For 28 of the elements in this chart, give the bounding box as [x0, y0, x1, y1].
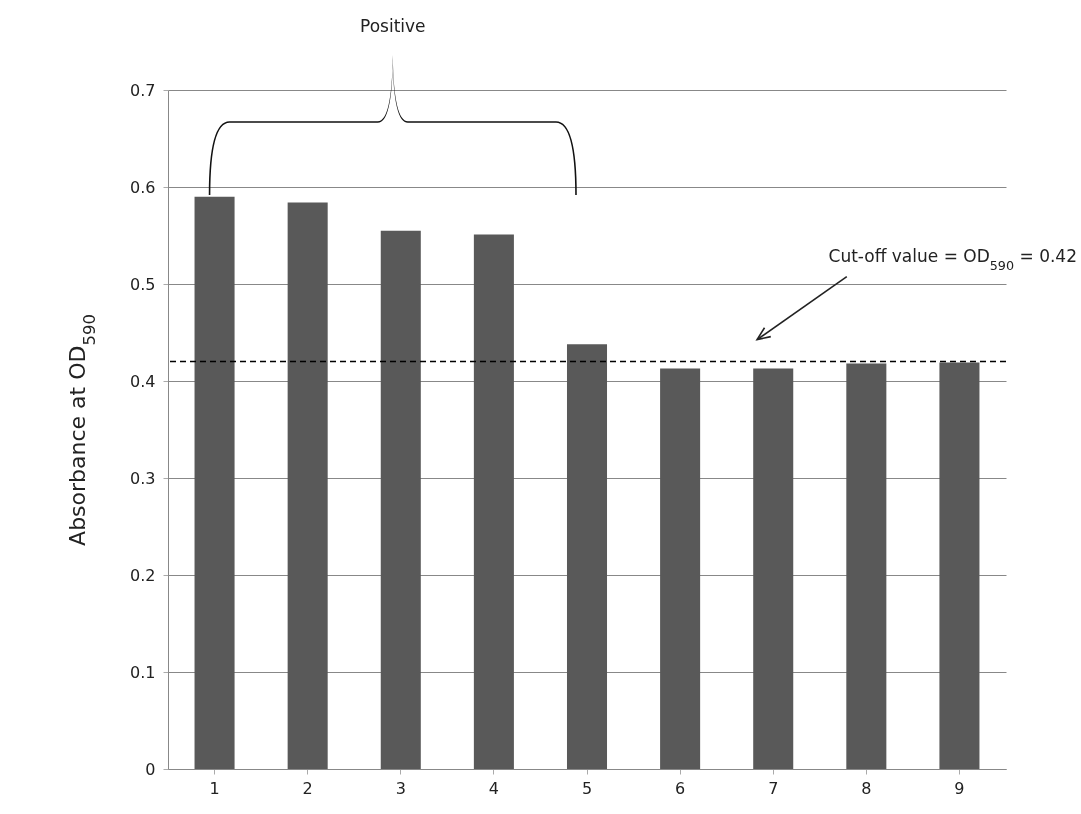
text: Positive [360, 16, 426, 36]
bar [380, 230, 421, 769]
x-tick-label: 7 [768, 778, 779, 798]
y-tick-label: 0.2 [130, 565, 156, 585]
x-tick-label: 8 [861, 778, 872, 798]
ref-line-label: Cut-off value = OD$_{590}$ = 0.42 [828, 245, 1077, 273]
bar [753, 368, 794, 769]
x-tick-label: 4 [488, 778, 499, 798]
x-tick-label: 9 [954, 778, 965, 798]
y-tick-label: 0.4 [130, 371, 156, 391]
y-tick-label: 0 [145, 759, 156, 779]
y-tick-label: 0.6 [130, 177, 156, 197]
bar [473, 234, 514, 769]
y-tick-label: 0.3 [130, 468, 156, 488]
x-tick-label: 2 [302, 778, 313, 798]
y-tick-label: 0.7 [130, 80, 156, 100]
bar [846, 363, 887, 769]
bar [287, 202, 328, 769]
x-tick-label: 6 [675, 778, 686, 798]
bar [194, 196, 235, 769]
x-tick-label: 3 [395, 778, 406, 798]
bar [566, 344, 608, 769]
y-tick-label: 0.5 [130, 274, 156, 294]
bar [660, 368, 701, 769]
x-tick-label: 1 [209, 778, 220, 798]
y-tick-label: 0.1 [130, 662, 156, 682]
bar [939, 362, 980, 769]
x-tick-label: 5 [581, 778, 593, 798]
